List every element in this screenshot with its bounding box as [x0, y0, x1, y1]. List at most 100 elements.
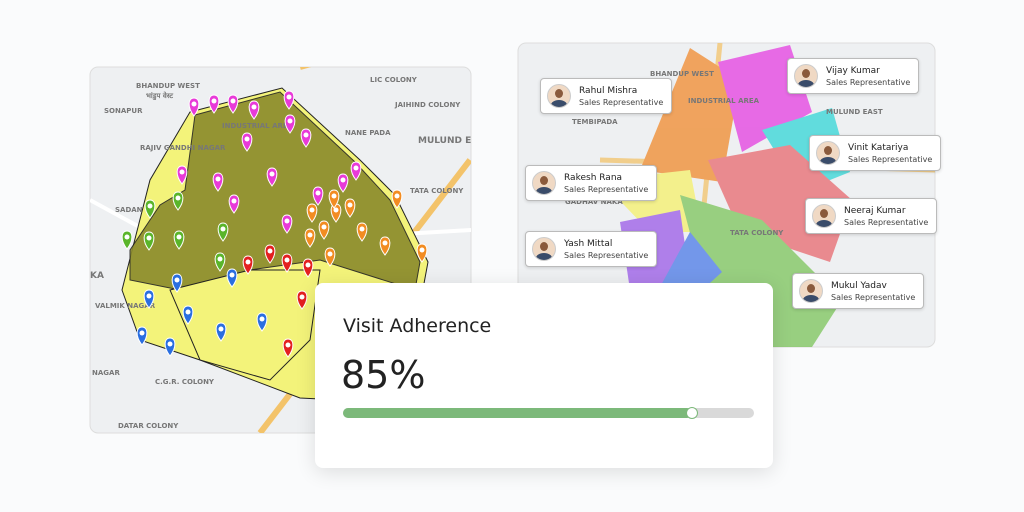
map-pin [121, 230, 133, 250]
map-pin [164, 337, 176, 357]
map-label: JAIHIND COLONY [394, 101, 461, 109]
map-pin-dot [307, 232, 313, 238]
map-pin-dot [167, 341, 173, 347]
map-label: C.G.R. COLONY [155, 378, 215, 386]
map-label: GADHAV NAKA [565, 198, 623, 206]
map-pin-dot [269, 171, 275, 177]
map-pin-dot [215, 176, 221, 182]
map-pin-dot [251, 104, 257, 110]
map-pin-dot [139, 330, 145, 336]
map-pin-dot [244, 136, 250, 142]
map-pin [337, 173, 349, 193]
map-pin [379, 236, 391, 256]
map-pin-dot [286, 94, 292, 100]
pins [121, 90, 428, 358]
adherence-card: Visit Adherence 85% [315, 283, 773, 468]
rep-role: Sales Representative [564, 184, 649, 194]
map-pin-dot [174, 277, 180, 283]
map-pin [306, 203, 318, 223]
rep-card: Vijay Kumar Sales Representative [787, 58, 920, 94]
map-pin-dot [287, 118, 293, 124]
map-label: TEMBIPADA [572, 118, 618, 126]
map-label: INDUSTRIAL AREA [222, 122, 294, 130]
map-pin [328, 189, 340, 209]
map-pin-dot [220, 226, 226, 232]
map-label: TATA COLONY [730, 229, 784, 237]
rep-name: Vijay Kumar [826, 65, 880, 76]
map-label: SONAPUR [104, 107, 143, 115]
map-pin [264, 244, 276, 264]
map-pin [356, 222, 368, 242]
map-pin [217, 222, 229, 242]
map-pin [284, 114, 296, 134]
avatar [547, 84, 571, 108]
map-pin-dot [229, 272, 235, 278]
map-pin [312, 186, 324, 206]
map-label: SADAN W [115, 206, 153, 214]
map-pin [318, 220, 330, 240]
map-label: MULUND EAST [826, 108, 883, 116]
map-pin-dot [394, 193, 400, 199]
rep-name: Rahul Mishra [579, 85, 638, 96]
avatar [794, 64, 818, 88]
map-pin [324, 247, 336, 267]
rep-card: Mukul Yadav Sales Representative [792, 273, 925, 309]
map-label: भांडुप वेस्ट [146, 91, 174, 101]
rep-name: Yash Mittal [564, 238, 613, 249]
map-label: MULUND E [418, 136, 471, 146]
map-label: BHANDUP WEST [136, 82, 200, 90]
rep-card: Neeraj Kumar Sales Representative [805, 198, 938, 234]
map-label: KA [90, 271, 104, 281]
map-pin-dot [259, 316, 265, 322]
map-pin [182, 305, 194, 325]
map-pin [256, 312, 268, 332]
map-label: LIC COLONY [370, 76, 418, 84]
card-value: 85% [341, 353, 426, 397]
map-pin-dot [340, 177, 346, 183]
map-pin-dot [327, 251, 333, 257]
map-label: BHANDUP WEST [650, 70, 714, 78]
map-pin [228, 194, 240, 214]
map-pin-dot [333, 207, 339, 213]
rep-card: Rahul Mishra Sales Representative [540, 78, 673, 114]
rep-card: Yash Mittal Sales Representative [525, 231, 658, 267]
map-pin [212, 172, 224, 192]
map-pin-dot [267, 248, 273, 254]
rep-name: Neeraj Kumar [844, 205, 906, 216]
map-pin [241, 132, 253, 152]
map-pin [416, 243, 428, 263]
map-pin-dot [382, 240, 388, 246]
map-pin-dot [299, 294, 305, 300]
card-title: Visit Adherence [343, 315, 492, 337]
map-label: RAJIV GANDHI NAGAR [140, 144, 226, 152]
map-pin-dot [331, 193, 337, 199]
map-pin [282, 338, 294, 358]
map-pin [173, 230, 185, 250]
map-pin [304, 228, 316, 248]
map-pin-dot [179, 169, 185, 175]
map-pin [188, 97, 200, 117]
rep-role: Sales Representative [826, 77, 911, 87]
map-pin [215, 322, 227, 342]
map-pin-dot [175, 195, 181, 201]
map-label: NAGAR [92, 369, 120, 377]
map-pin [391, 189, 403, 209]
map-pin-dot [305, 262, 311, 268]
map-pin [176, 165, 188, 185]
map-pin-dot [285, 342, 291, 348]
map-pin-dot [185, 309, 191, 315]
map-pin-dot [191, 101, 197, 107]
map-pin [136, 326, 148, 346]
map-pin [300, 128, 312, 148]
map-pin-dot [146, 235, 152, 241]
map-pin [344, 198, 356, 218]
map-pin-dot [245, 259, 251, 265]
rep-card: Vinit Katariya Sales Representative [809, 135, 942, 171]
map-pin [144, 199, 156, 219]
progress-track [343, 407, 754, 419]
rep-name: Mukul Yadav [831, 280, 887, 291]
map-pin [227, 94, 239, 114]
avatar [812, 204, 836, 228]
map-pin [302, 258, 314, 278]
